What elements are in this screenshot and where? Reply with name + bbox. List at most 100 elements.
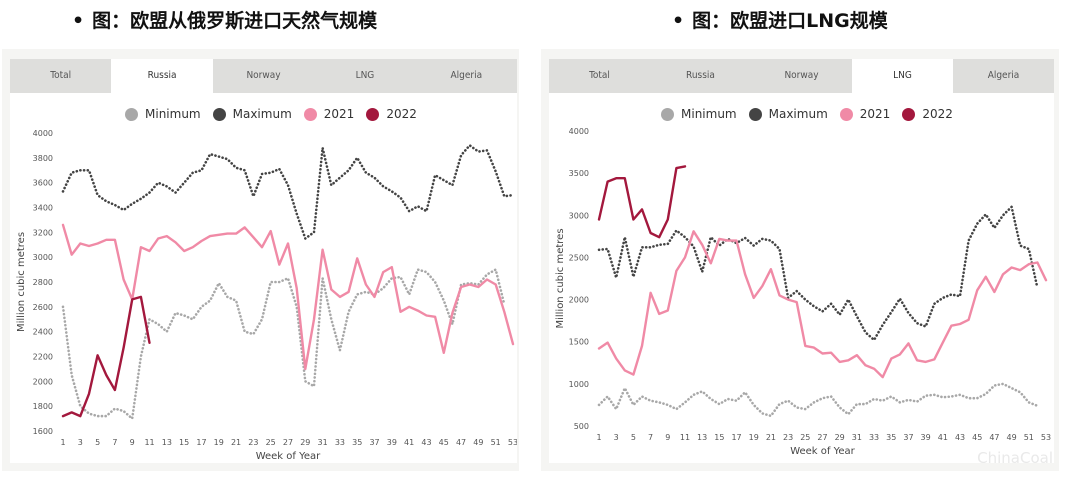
legend-label: 2022 xyxy=(386,107,417,121)
y-tick-label: 2800 xyxy=(33,278,53,287)
legend-item-maximum[interactable]: Maximum xyxy=(212,107,292,121)
x-tick-label: 11 xyxy=(680,433,690,442)
x-tick-label: 33 xyxy=(335,438,345,447)
x-tick-label: 9 xyxy=(665,433,670,442)
right-chart-caption: • 图：欧盟进口LNG规模 xyxy=(672,6,888,33)
legend-dot-maximum xyxy=(748,107,762,121)
series-line-minimum xyxy=(61,268,506,420)
series-line-maximum xyxy=(597,205,1039,342)
tab-russia[interactable]: Russia xyxy=(686,70,715,81)
y-axis-title: Million cubic metres xyxy=(16,232,27,332)
tab-norway[interactable]: Norway xyxy=(246,70,281,81)
legend-item-2021[interactable]: 2021 xyxy=(839,107,891,121)
left-chart-caption: • 图：欧盟从俄罗斯进口天然气规模 xyxy=(72,6,377,33)
x-tick-label: 21 xyxy=(231,438,241,447)
x-tick-label: 15 xyxy=(714,433,724,442)
x-tick-label: 31 xyxy=(852,433,862,442)
y-axis-title: Million cubic metres xyxy=(555,228,566,328)
x-tick-label: 53 xyxy=(1041,433,1051,442)
legend-label: Minimum xyxy=(681,107,737,121)
tab-lng[interactable]: LNG xyxy=(852,59,953,93)
legend-label: Minimum xyxy=(145,107,201,121)
legend-label: 2021 xyxy=(859,107,891,121)
legend-item-maximum[interactable]: Maximum xyxy=(748,107,828,121)
right-caption-text: 图：欧盟进口LNG规模 xyxy=(692,10,888,32)
x-tick-label: 13 xyxy=(697,433,707,442)
x-axis-title: Week of Year xyxy=(790,446,855,457)
x-tick-label: 51 xyxy=(491,438,501,447)
y-tick-label: 2000 xyxy=(569,296,589,305)
x-tick-label: 5 xyxy=(631,433,636,442)
x-tick-label: 33 xyxy=(869,433,879,442)
y-tick-label: 3500 xyxy=(569,169,589,178)
left-caption-text: 图：欧盟从俄罗斯进口天然气规模 xyxy=(92,10,378,32)
legend-label: 2022 xyxy=(922,107,953,121)
watermark: ChinaCoal xyxy=(977,449,1053,467)
tab-norway[interactable]: Norway xyxy=(784,70,819,81)
y-tick-label: 2000 xyxy=(33,377,53,386)
x-tick-label: 41 xyxy=(404,438,414,447)
y-tick-label: 3400 xyxy=(33,204,53,213)
caption-bullet: • xyxy=(672,10,685,32)
series-line-2022 xyxy=(597,165,687,239)
x-tick-label: 9 xyxy=(130,438,135,447)
x-tick-label: 27 xyxy=(817,433,827,442)
legend-item-2022[interactable]: 2022 xyxy=(902,107,953,121)
x-tick-label: 19 xyxy=(749,433,759,442)
y-tick-label: 2400 xyxy=(33,328,53,337)
series-line-2022 xyxy=(61,295,151,418)
x-tick-label: 49 xyxy=(473,438,483,447)
x-tick-label: 5 xyxy=(95,438,100,447)
x-tick-label: 41 xyxy=(938,433,948,442)
y-tick-label: 1500 xyxy=(569,338,589,347)
x-tick-label: 49 xyxy=(1007,433,1017,442)
legend-label: Maximum xyxy=(232,107,292,121)
x-tick-label: 15 xyxy=(179,438,189,447)
legend-label: Maximum xyxy=(768,107,828,121)
x-tick-label: 39 xyxy=(921,433,931,442)
series-line-minimum xyxy=(597,382,1039,418)
tab-algeria[interactable]: Algeria xyxy=(987,70,1020,81)
y-tick-label: 1000 xyxy=(569,380,589,389)
legend-item-minimum[interactable]: Minimum xyxy=(125,107,201,121)
tab-total[interactable]: Total xyxy=(50,70,72,81)
tab-total[interactable]: Total xyxy=(589,70,610,81)
x-tick-label: 1 xyxy=(60,438,65,447)
x-tick-label: 29 xyxy=(300,438,310,447)
x-tick-label: 3 xyxy=(78,438,83,447)
y-tick-label: 2200 xyxy=(33,353,53,362)
x-tick-label: 27 xyxy=(283,438,293,447)
legend-dot-2022 xyxy=(366,107,380,121)
x-tick-label: 21 xyxy=(766,433,776,442)
x-tick-label: 17 xyxy=(731,433,741,442)
tab-algeria[interactable]: Algeria xyxy=(450,70,483,81)
x-tick-label: 29 xyxy=(835,433,845,442)
legend-item-2022[interactable]: 2022 xyxy=(366,107,417,121)
legend-item-2021[interactable]: 2021 xyxy=(303,107,354,121)
x-tick-label: 23 xyxy=(248,438,258,447)
legend-dot-2022 xyxy=(902,107,916,121)
y-tick-label: 4000 xyxy=(33,129,53,138)
tab-lng[interactable]: LNG xyxy=(355,70,375,81)
x-tick-label: 39 xyxy=(387,438,397,447)
y-tick-label: 3000 xyxy=(33,253,53,262)
russia-line-chart: 1600180020002200240026002800300032003400… xyxy=(16,129,517,462)
russia-chart-area: Minimum Maximum 2021 2022 1600 1800 2000 22… xyxy=(10,93,517,463)
x-axis-title: Week of Year xyxy=(256,451,321,462)
x-tick-label: 7 xyxy=(648,433,653,442)
x-tick-label: 47 xyxy=(989,433,999,442)
y-tick-label: 1600 xyxy=(33,427,53,436)
y-tick-label: 2600 xyxy=(33,303,53,312)
y-tick-label: 3800 xyxy=(33,154,53,163)
x-tick-label: 47 xyxy=(456,438,466,447)
y-tick-label: 3000 xyxy=(569,211,589,220)
chart-legend: Minimum Maximum 2021 2022 xyxy=(125,107,429,121)
x-tick-label: 13 xyxy=(162,438,172,447)
legend-item-minimum[interactable]: Minimum xyxy=(661,107,737,121)
tab-russia[interactable]: Russia xyxy=(111,59,213,93)
caption-bullet: • xyxy=(72,10,85,32)
x-tick-label: 35 xyxy=(886,433,896,442)
region-tab-bar: Total Russia Norway LNG Algeria xyxy=(10,59,517,93)
x-tick-label: 25 xyxy=(800,433,810,442)
